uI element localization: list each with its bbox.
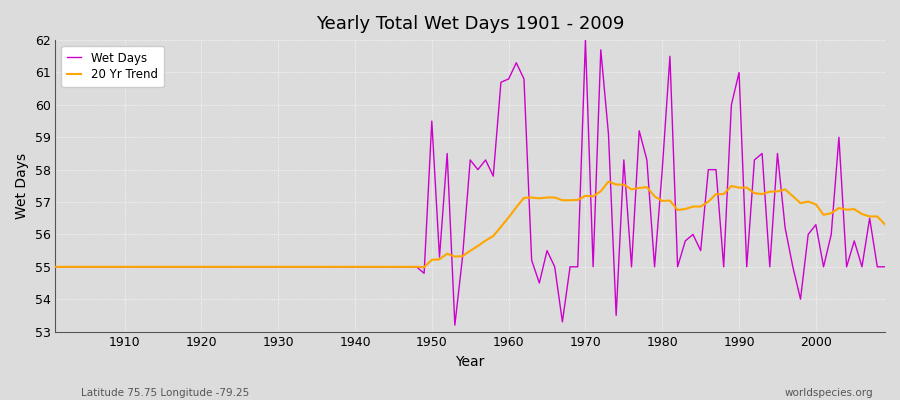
20 Yr Trend: [611, 182, 622, 187]
20 Yr Trend: [327, 264, 338, 269]
20 Yr Trend: [603, 179, 614, 184]
Wet Days: [327, 264, 338, 269]
20 Yr Trend: [112, 264, 122, 269]
Wet Days: [112, 264, 122, 269]
Wet Days: [580, 38, 590, 42]
Title: Yearly Total Wet Days 1901 - 2009: Yearly Total Wet Days 1901 - 2009: [316, 15, 625, 33]
Text: worldspecies.org: worldspecies.org: [785, 388, 873, 398]
Legend: Wet Days, 20 Yr Trend: Wet Days, 20 Yr Trend: [61, 46, 164, 87]
Y-axis label: Wet Days: Wet Days: [15, 153, 29, 219]
Wet Days: [511, 60, 522, 65]
Wet Days: [611, 313, 622, 318]
Wet Days: [50, 264, 61, 269]
Wet Days: [449, 323, 460, 328]
Line: Wet Days: Wet Days: [56, 40, 885, 325]
Wet Days: [281, 264, 292, 269]
20 Yr Trend: [50, 264, 61, 269]
Text: Latitude 75.75 Longitude -79.25: Latitude 75.75 Longitude -79.25: [81, 388, 249, 398]
20 Yr Trend: [503, 215, 514, 220]
20 Yr Trend: [281, 264, 292, 269]
Line: 20 Yr Trend: 20 Yr Trend: [56, 182, 885, 267]
20 Yr Trend: [879, 222, 890, 227]
20 Yr Trend: [418, 265, 429, 270]
20 Yr Trend: [511, 205, 522, 210]
Wet Days: [879, 264, 890, 269]
Wet Days: [503, 76, 514, 81]
X-axis label: Year: Year: [455, 355, 485, 369]
